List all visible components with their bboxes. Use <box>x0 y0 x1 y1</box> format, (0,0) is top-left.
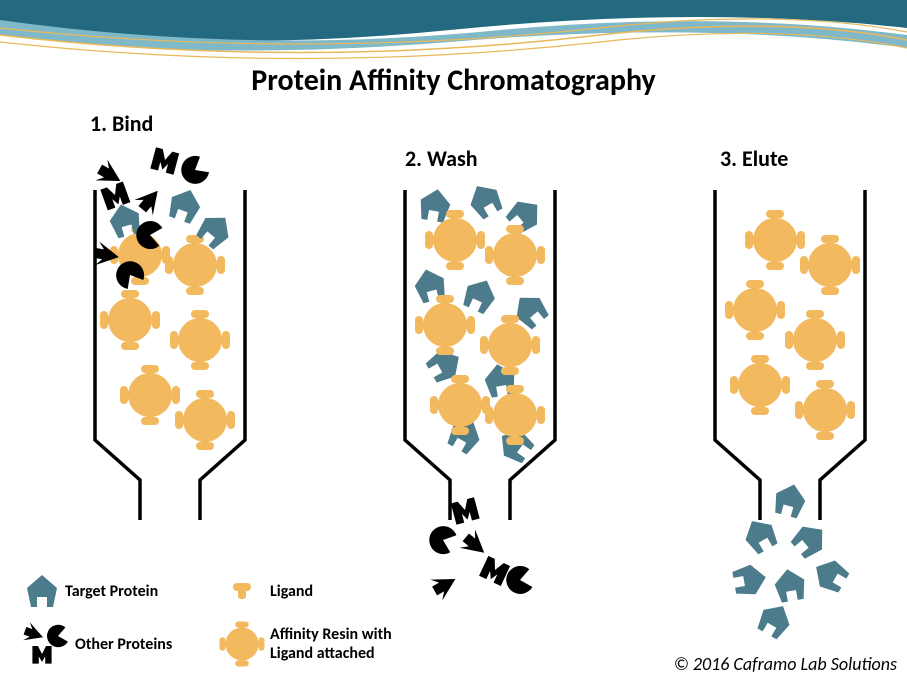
page-title: Protein Affinity Chromatography <box>0 62 907 99</box>
legend: Target Protein Ligand Other Proteins Aff… <box>20 567 460 673</box>
legend-ligand-label: Ligand <box>270 582 313 601</box>
legend-target-icon <box>20 571 65 611</box>
column-elute <box>690 180 890 640</box>
footer-copyright: © 2016 Caframo Lab Solutions <box>674 653 897 675</box>
legend-resin-label: Affinity Resin with Ligand attached <box>270 625 430 663</box>
step-wash-label: 2. Wash <box>405 145 478 172</box>
column-bind <box>70 140 270 520</box>
legend-ligand-icon <box>215 571 270 611</box>
step-elute-label: 3. Elute <box>720 145 788 172</box>
legend-resin-icon <box>215 619 270 669</box>
header-waves <box>0 0 907 70</box>
legend-other-icon <box>20 622 75 667</box>
legend-other-label: Other Proteins <box>75 635 172 654</box>
column-wash <box>380 180 580 620</box>
legend-target-label: Target Protein <box>65 582 158 601</box>
step-bind-label: 1. Bind <box>90 110 153 137</box>
